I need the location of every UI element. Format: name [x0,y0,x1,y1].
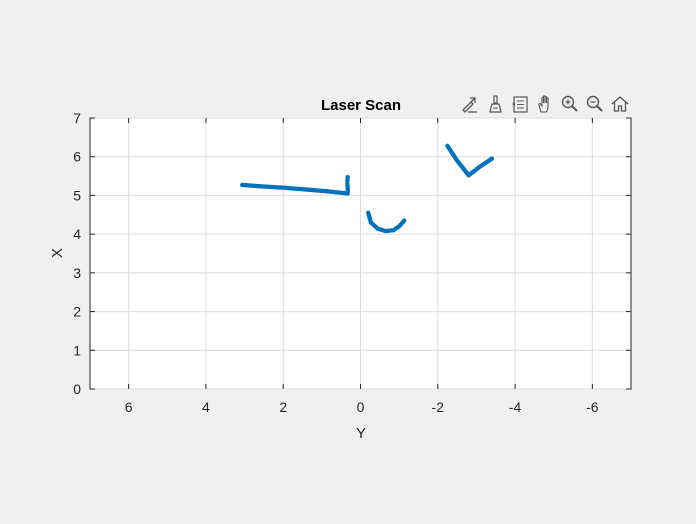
x-tick-label: -6 [586,399,599,415]
y-tick-label: 6 [73,149,81,165]
series-layer [240,143,495,234]
data-point [489,156,495,161]
x-tick-label: 6 [125,399,133,415]
data-point [345,181,350,187]
x-tick-label: 0 [357,399,365,415]
y-tick-label: 7 [73,110,81,126]
scan-series-2 [366,210,407,234]
ticks: 6 4 2 0 -2 -4 -6 0 1 2 3 4 5 6 7 [73,110,631,415]
zoom-in-icon[interactable] [558,92,582,116]
x-tick-label: 4 [202,399,210,415]
y-tick-label: 1 [73,342,81,358]
data-point [401,218,407,223]
brush-icon[interactable] [483,92,507,116]
datatip-icon[interactable] [508,92,532,116]
home-icon[interactable] [608,92,632,116]
y-axis-label: X [49,248,66,258]
chart-title: Laser Scan [321,97,401,114]
x-tick-label: -4 [509,399,522,415]
scan-series-3 [445,143,495,178]
pan-icon[interactable] [533,92,557,116]
data-point [345,175,350,180]
x-tick-label: 2 [279,399,287,415]
grid [90,117,631,390]
y-tick-label: 2 [73,304,81,320]
export-icon[interactable] [458,92,482,116]
zoom-out-icon[interactable] [583,92,607,116]
scan-series-1 [240,175,350,196]
x-axis-label: Y [356,425,366,442]
y-tick-label: 0 [73,381,81,397]
axes-toolbar [458,92,632,116]
y-tick-label: 4 [73,226,81,242]
y-tick-label: 3 [73,265,81,281]
y-tick-label: 5 [73,187,81,203]
x-tick-label: -2 [432,399,445,415]
